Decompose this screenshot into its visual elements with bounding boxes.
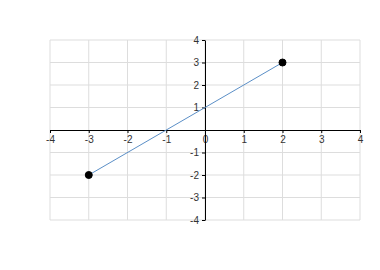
y-tick-mark xyxy=(202,153,205,154)
x-tick: -3 xyxy=(85,130,94,145)
x-tick: -2 xyxy=(124,130,133,145)
point xyxy=(85,172,92,179)
y-tick: -3 xyxy=(190,192,205,203)
x-axis: -4-3-2-101234 xyxy=(46,130,364,145)
y-tick: 3 xyxy=(193,57,205,68)
x-tick-label: 1 xyxy=(241,134,247,145)
x-tick-mark xyxy=(321,130,322,133)
y-tick-label: -4 xyxy=(190,215,199,226)
point xyxy=(279,59,286,66)
x-tick: -1 xyxy=(162,130,171,145)
y-tick-mark xyxy=(202,198,205,199)
y-tick: 2 xyxy=(193,80,205,91)
x-tick: 2 xyxy=(280,130,286,145)
x-tick-mark xyxy=(89,130,90,133)
x-tick-mark xyxy=(50,130,51,133)
x-tick-mark xyxy=(283,130,284,133)
y-tick-mark xyxy=(202,63,205,64)
x-tick-label: -2 xyxy=(124,134,133,145)
x-tick: -4 xyxy=(46,130,55,145)
y-axis-line xyxy=(205,41,206,221)
y-tick-mark xyxy=(202,85,205,86)
x-tick-mark xyxy=(360,130,361,133)
y-tick: -4 xyxy=(190,215,205,226)
x-grid-line xyxy=(50,40,51,220)
line xyxy=(89,63,283,176)
x-tick-label: -4 xyxy=(46,134,55,145)
y-tick-label: 3 xyxy=(193,57,199,68)
y-axis: -4 -3 -2 -1 1 2 3 4 xyxy=(190,35,205,226)
x-tick: 1 xyxy=(241,130,247,145)
y-tick-label: -2 xyxy=(190,170,199,181)
x-tick-label: 3 xyxy=(319,134,325,145)
x-tick-label: 4 xyxy=(358,134,364,145)
y-tick: 4 xyxy=(193,35,205,46)
y-tick-label: 4 xyxy=(193,35,199,46)
y-tick-label: 2 xyxy=(193,80,199,91)
y-tick: 1 xyxy=(193,102,205,113)
x-tick-label: -1 xyxy=(162,134,171,145)
x-tick-mark xyxy=(244,130,245,133)
y-tick-label: -3 xyxy=(190,192,199,203)
y-tick-mark xyxy=(202,175,205,176)
y-tick: -1 xyxy=(190,147,205,158)
x-tick-label: -3 xyxy=(85,134,94,145)
y-tick-mark xyxy=(202,220,205,221)
x-tick-mark xyxy=(128,130,129,133)
grid xyxy=(50,40,360,220)
y-grid-line xyxy=(50,40,360,41)
x-tick: 3 xyxy=(319,130,325,145)
x-tick-label: 2 xyxy=(280,134,286,145)
chart: -4-3-2-101234-4-3-2-11234 xyxy=(0,0,380,270)
y-tick-label: -1 xyxy=(190,147,199,158)
x-tick: 4 xyxy=(358,130,364,145)
plot-area xyxy=(85,59,286,179)
y-tick-mark xyxy=(202,40,205,41)
y-tick: -2 xyxy=(190,170,205,181)
